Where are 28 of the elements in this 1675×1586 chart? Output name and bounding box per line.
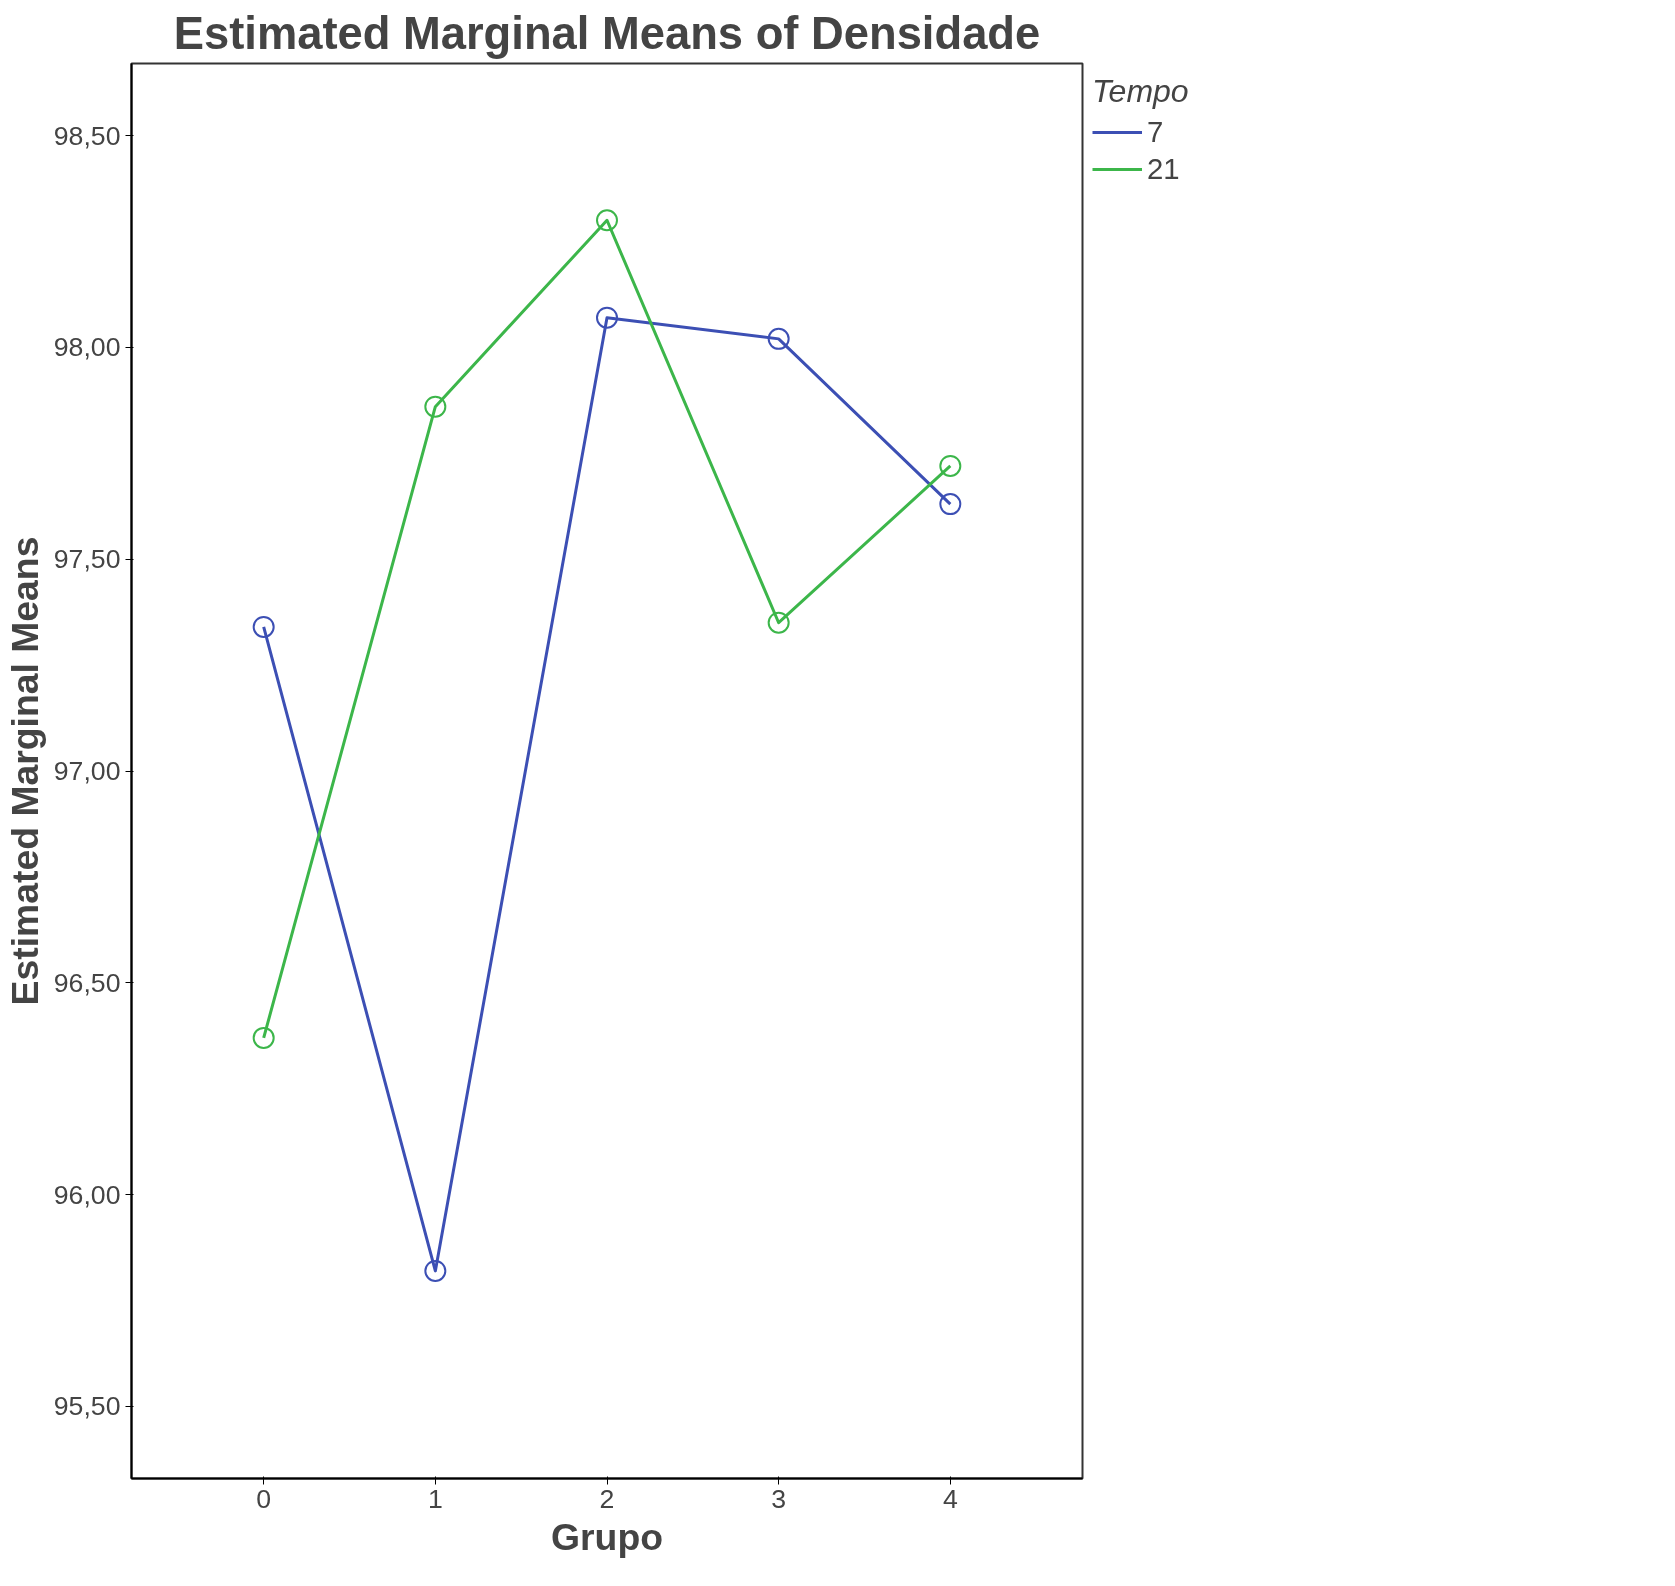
y-tick-label: 98,50 [53, 120, 121, 151]
legend-label: 21 [1147, 152, 1180, 186]
y-tick-label: 97,00 [53, 756, 121, 786]
x-tick-label: 2 [599, 1483, 615, 1514]
point [424, 395, 447, 418]
point [939, 454, 962, 477]
point [767, 611, 790, 634]
y-tick-label: 96,00 [53, 1179, 121, 1210]
chart-title: Estimated Marginal Means of Densidade [173, 7, 1041, 59]
y-tick-label: 97,50 [53, 544, 121, 575]
point [252, 1026, 275, 1049]
point [939, 493, 962, 516]
x-tick-label: 3 [771, 1483, 787, 1514]
y-axis-title: Estimated Marginal Means [3, 536, 46, 1006]
point [596, 306, 618, 329]
x-axis-title: Grupo [551, 1515, 663, 1558]
legend-title: Tempo [1092, 73, 1189, 110]
point [767, 327, 790, 350]
x-tick-label: 0 [256, 1483, 272, 1514]
point [424, 1259, 447, 1282]
y-tick-label: 96,50 [53, 967, 121, 998]
x-tick-label: 1 [427, 1483, 443, 1514]
point [252, 615, 275, 638]
y-tick-label: 95,50 [53, 1391, 121, 1422]
legend-label: 7 [1147, 115, 1165, 149]
x-tick-label: 4 [942, 1483, 958, 1514]
y-tick-label: 98,00 [53, 332, 121, 363]
point [596, 209, 618, 232]
